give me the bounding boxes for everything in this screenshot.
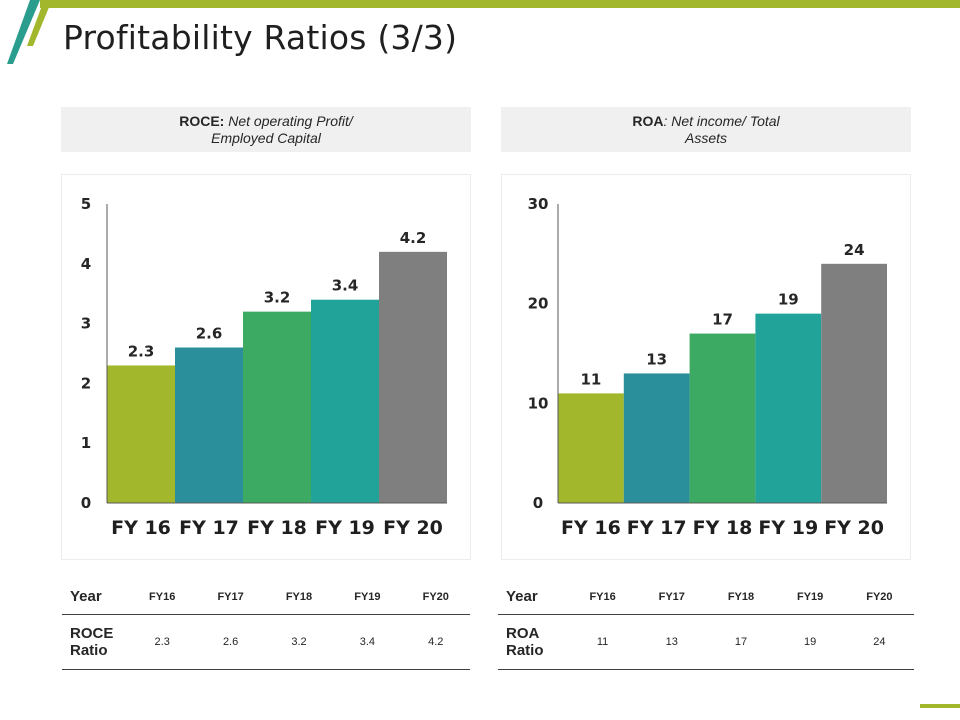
roce-value-cell: 2.6 [222, 635, 239, 648]
data-label: 3.2 [264, 289, 291, 307]
roce-row-header: ROCE Ratio [62, 614, 128, 669]
roa-value-cell: 11 [596, 635, 609, 648]
roce-formula-box: ROCE: Net operating Profit/ Employed Cap… [61, 107, 471, 152]
roa-year-cell: FY20 [866, 590, 893, 603]
roce-value-cell: 3.2 [291, 635, 307, 648]
y-tick-label: 5 [81, 195, 91, 213]
roce-year-cell: FY19 [354, 590, 381, 603]
roa-table-header-row: Year FY16 FY17 FY18 FY19 FY20 [498, 580, 914, 614]
roce-row-label-line2: Ratio [70, 641, 108, 659]
roce-label: ROCE: [179, 112, 225, 129]
roa-value-cell: 24 [873, 635, 886, 648]
roce-formula-line1: ROCE: Net operating Profit/ [179, 113, 353, 130]
roce-year-cell: FY16 [149, 590, 176, 603]
x-tick-label: FY 17 [179, 517, 239, 539]
roa-row-label-line1: ROA [506, 624, 540, 642]
bar-fy-20 [821, 263, 887, 503]
roa-row-header: ROA Ratio [498, 614, 568, 669]
bar-fy-17 [623, 373, 690, 503]
y-tick-label: 10 [528, 394, 549, 412]
data-label: 2.6 [196, 325, 223, 343]
bar-fy-18 [689, 333, 756, 503]
page-title: Profitability Ratios (3/3) [63, 18, 458, 57]
roa-year-header: Year [506, 588, 538, 606]
roa-chart-frame: 0 10 20 30 11 FY 16 13 FY 17 17 FY 18 19 FY 19 24 FY … [501, 174, 911, 560]
data-label: 3.4 [332, 277, 359, 295]
y-tick-label: 1 [81, 434, 91, 452]
roa-formula-box: ROA: Net income/ Total Assets [501, 107, 911, 152]
roa-table: Year FY16 FY17 FY18 FY19 FY20 ROA Ratio 1… [498, 580, 914, 670]
bar-fy-19 [311, 299, 379, 503]
data-label: 11 [580, 370, 601, 388]
roce-bar-chart: 0 1 2 3 4 5 2.3 FY 16 2.6 FY 17 3.2 FY 18 3.4 FY 19 4.… [81, 195, 447, 539]
roce-value-cell: 4.2 [428, 635, 444, 648]
roa-row-label-line2: Ratio [506, 641, 544, 659]
roa-formula-line2: Assets [685, 130, 727, 147]
top-accent-bar [40, 0, 960, 8]
bar-fy-20 [379, 251, 447, 503]
roce-formula-text2: Employed Capital [211, 129, 321, 146]
data-label: 24 [844, 241, 865, 259]
bar-fy-16 [107, 365, 175, 503]
y-tick-label: 0 [533, 494, 543, 512]
roa-bar-chart: 0 10 20 30 11 FY 16 13 FY 17 17 FY 18 19 FY 19 24 FY … [528, 195, 887, 539]
roce-value-cell: 3.4 [359, 635, 376, 648]
x-tick-label: FY 20 [824, 517, 884, 539]
roce-table-header-row: Year FY16 FY17 FY18 FY19 FY20 [62, 580, 470, 614]
roa-year-cell: FY19 [797, 590, 824, 603]
x-tick-label: FY 20 [383, 517, 443, 539]
roce-value-cell: 2.3 [154, 635, 170, 648]
bar-fy-16 [558, 393, 624, 503]
roce-formula-line2: Employed Capital [211, 130, 321, 147]
y-tick-label: 2 [81, 374, 91, 392]
data-label: 4.2 [400, 229, 427, 247]
bar-fy-17 [175, 347, 243, 503]
bar-fy-18 [243, 311, 311, 503]
data-label: 13 [646, 350, 667, 368]
roce-formula-text1: Net operating Profit/ [224, 112, 353, 129]
roa-value-cell: 19 [804, 635, 817, 648]
y-tick-label: 0 [81, 494, 91, 512]
teal-stripe [7, 0, 40, 64]
roce-chart-frame: 0 1 2 3 4 5 2.3 FY 16 2.6 FY 17 3.2 FY 18 3.4 FY 19 4.… [61, 174, 471, 560]
roce-table: Year FY16 FY17 FY18 FY19 FY20 ROCE Ratio … [62, 580, 470, 670]
y-tick-label: 30 [528, 195, 549, 213]
data-label: 19 [778, 291, 799, 309]
roce-year-cell: FY17 [217, 590, 244, 603]
bar-fy-19 [755, 313, 822, 503]
roa-label: ROA [632, 112, 664, 129]
x-tick-label: FY 19 [758, 517, 818, 539]
corner-stripes-decoration [7, 0, 52, 64]
green-stripe [27, 0, 52, 46]
x-tick-label: FY 17 [627, 517, 687, 539]
roce-row-label-line1: ROCE [70, 624, 114, 642]
x-tick-label: FY 16 [111, 517, 171, 539]
roce-year-header: Year [70, 588, 102, 606]
roa-value-cell: 13 [665, 635, 678, 648]
y-tick-label: 20 [528, 295, 549, 313]
data-label: 17 [712, 311, 733, 329]
roa-value-cell: 17 [734, 635, 748, 648]
x-tick-label: FY 18 [247, 517, 307, 539]
y-tick-label: 4 [81, 255, 91, 273]
x-tick-label: FY 18 [693, 517, 753, 539]
x-tick-label: FY 19 [315, 517, 375, 539]
y-tick-label: 3 [81, 315, 91, 333]
roce-table-row: ROCE Ratio 2.3 2.6 3.2 3.4 4.2 [62, 614, 470, 669]
roa-year-cell: FY18 [727, 590, 755, 603]
roa-formula-text2: Assets [684, 129, 727, 146]
roce-year-cell: FY20 [422, 590, 449, 603]
data-label: 2.3 [128, 342, 155, 360]
roa-year-cell: FY16 [589, 590, 616, 603]
roa-table-row: ROA Ratio 11 13 17 19 24 [498, 614, 914, 669]
bottom-accent-bar [920, 704, 960, 708]
roce-year-cell: FY18 [285, 590, 313, 603]
roa-formula-line1: ROA: Net income/ Total [632, 113, 779, 130]
roa-year-cell: FY17 [658, 590, 685, 603]
x-tick-label: FY 16 [561, 517, 621, 539]
roa-formula-text1: : Net income/ Total [663, 112, 780, 129]
